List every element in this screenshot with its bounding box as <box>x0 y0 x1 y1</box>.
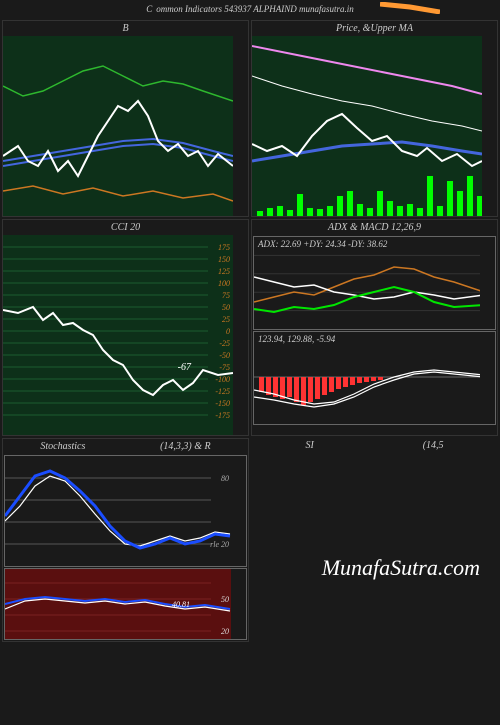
svg-text:-125: -125 <box>215 387 230 396</box>
svg-text:-25: -25 <box>219 339 230 348</box>
si-label: SI <box>305 440 313 451</box>
bb-title: B <box>3 21 248 36</box>
stoch-subpanel: 80 rle 20 <box>4 455 247 567</box>
page-header: C ommon Indicators 543937 ALPHAIND munaf… <box>0 0 500 18</box>
svg-text:150: 150 <box>218 255 230 264</box>
adx-macd-panel: ADX & MACD 12,26,9 ADX: 22.69 +DY: 24.34… <box>251 219 498 436</box>
stoch-chart: 80 rle 20 <box>5 456 231 566</box>
svg-text:100: 100 <box>218 279 230 288</box>
svg-text:-75: -75 <box>219 363 230 372</box>
stoch-panel: Stochastics (14,3,3) & R 80 rle 20 50 20 40… <box>2 438 249 642</box>
macd-label: 123.94, 129.88, -5.94 <box>258 334 335 344</box>
cci-panel: CCI 20 175 150 125 100 75 50 25 0 -25 -50 -75 -100 -… <box>2 219 249 436</box>
adx-chart <box>254 237 480 329</box>
si-right: (14,5 <box>423 440 444 451</box>
svg-text:75: 75 <box>222 291 230 300</box>
price-panel: Price, &Upper MA <box>251 20 498 217</box>
header-orange-segment <box>380 2 440 14</box>
svg-text:-175: -175 <box>215 411 230 420</box>
svg-text:-100: -100 <box>215 375 230 384</box>
svg-text:-67: -67 <box>178 362 192 373</box>
bb-panel: B <box>2 20 249 217</box>
macd-subpanel: 123.94, 129.88, -5.94 <box>253 331 496 425</box>
svg-text:rle 20: rle 20 <box>210 540 229 549</box>
svg-text:0: 0 <box>226 327 230 336</box>
price-title: Price, &Upper MA <box>252 21 497 36</box>
svg-text:175: 175 <box>218 243 230 252</box>
header-left: C <box>146 4 152 14</box>
svg-text:25: 25 <box>222 315 230 324</box>
adx-macd-title: ADX & MACD 12,26,9 <box>252 220 497 235</box>
svg-text:80: 80 <box>221 474 229 483</box>
svg-text:50: 50 <box>221 595 229 604</box>
header-center: ommon Indicators 543937 ALPHAIND munafas… <box>156 4 354 14</box>
price-chart <box>252 36 482 216</box>
macd-chart <box>254 332 480 424</box>
adx-subpanel: ADX: 22.69 +DY: 24.34 -DY: 38.62 <box>253 236 496 330</box>
svg-text:40.81: 40.81 <box>172 600 190 609</box>
svg-text:20: 20 <box>221 627 229 636</box>
svg-text:-150: -150 <box>215 399 230 408</box>
svg-text:125: 125 <box>218 267 230 276</box>
svg-text:50: 50 <box>222 303 230 312</box>
cci-chart: 175 150 125 100 75 50 25 0 -25 -50 -75 -100 -125 -150… <box>3 235 233 435</box>
stoch-title-left: Stochastics <box>40 441 85 452</box>
adx-label: ADX: 22.69 +DY: 24.34 -DY: 38.62 <box>258 239 387 249</box>
stoch-title-right: (14,3,3) & R <box>160 441 211 452</box>
bb-chart <box>3 36 233 216</box>
rsi-chart: 50 20 40.81 <box>5 569 231 639</box>
svg-text:-50: -50 <box>219 351 230 360</box>
right-bottom-area: SI (14,5 <box>251 438 498 642</box>
watermark: MunafaSutra.com <box>322 555 480 581</box>
cci-title: CCI 20 <box>3 220 248 235</box>
rsi-subpanel: 50 20 40.81 <box>4 568 247 640</box>
